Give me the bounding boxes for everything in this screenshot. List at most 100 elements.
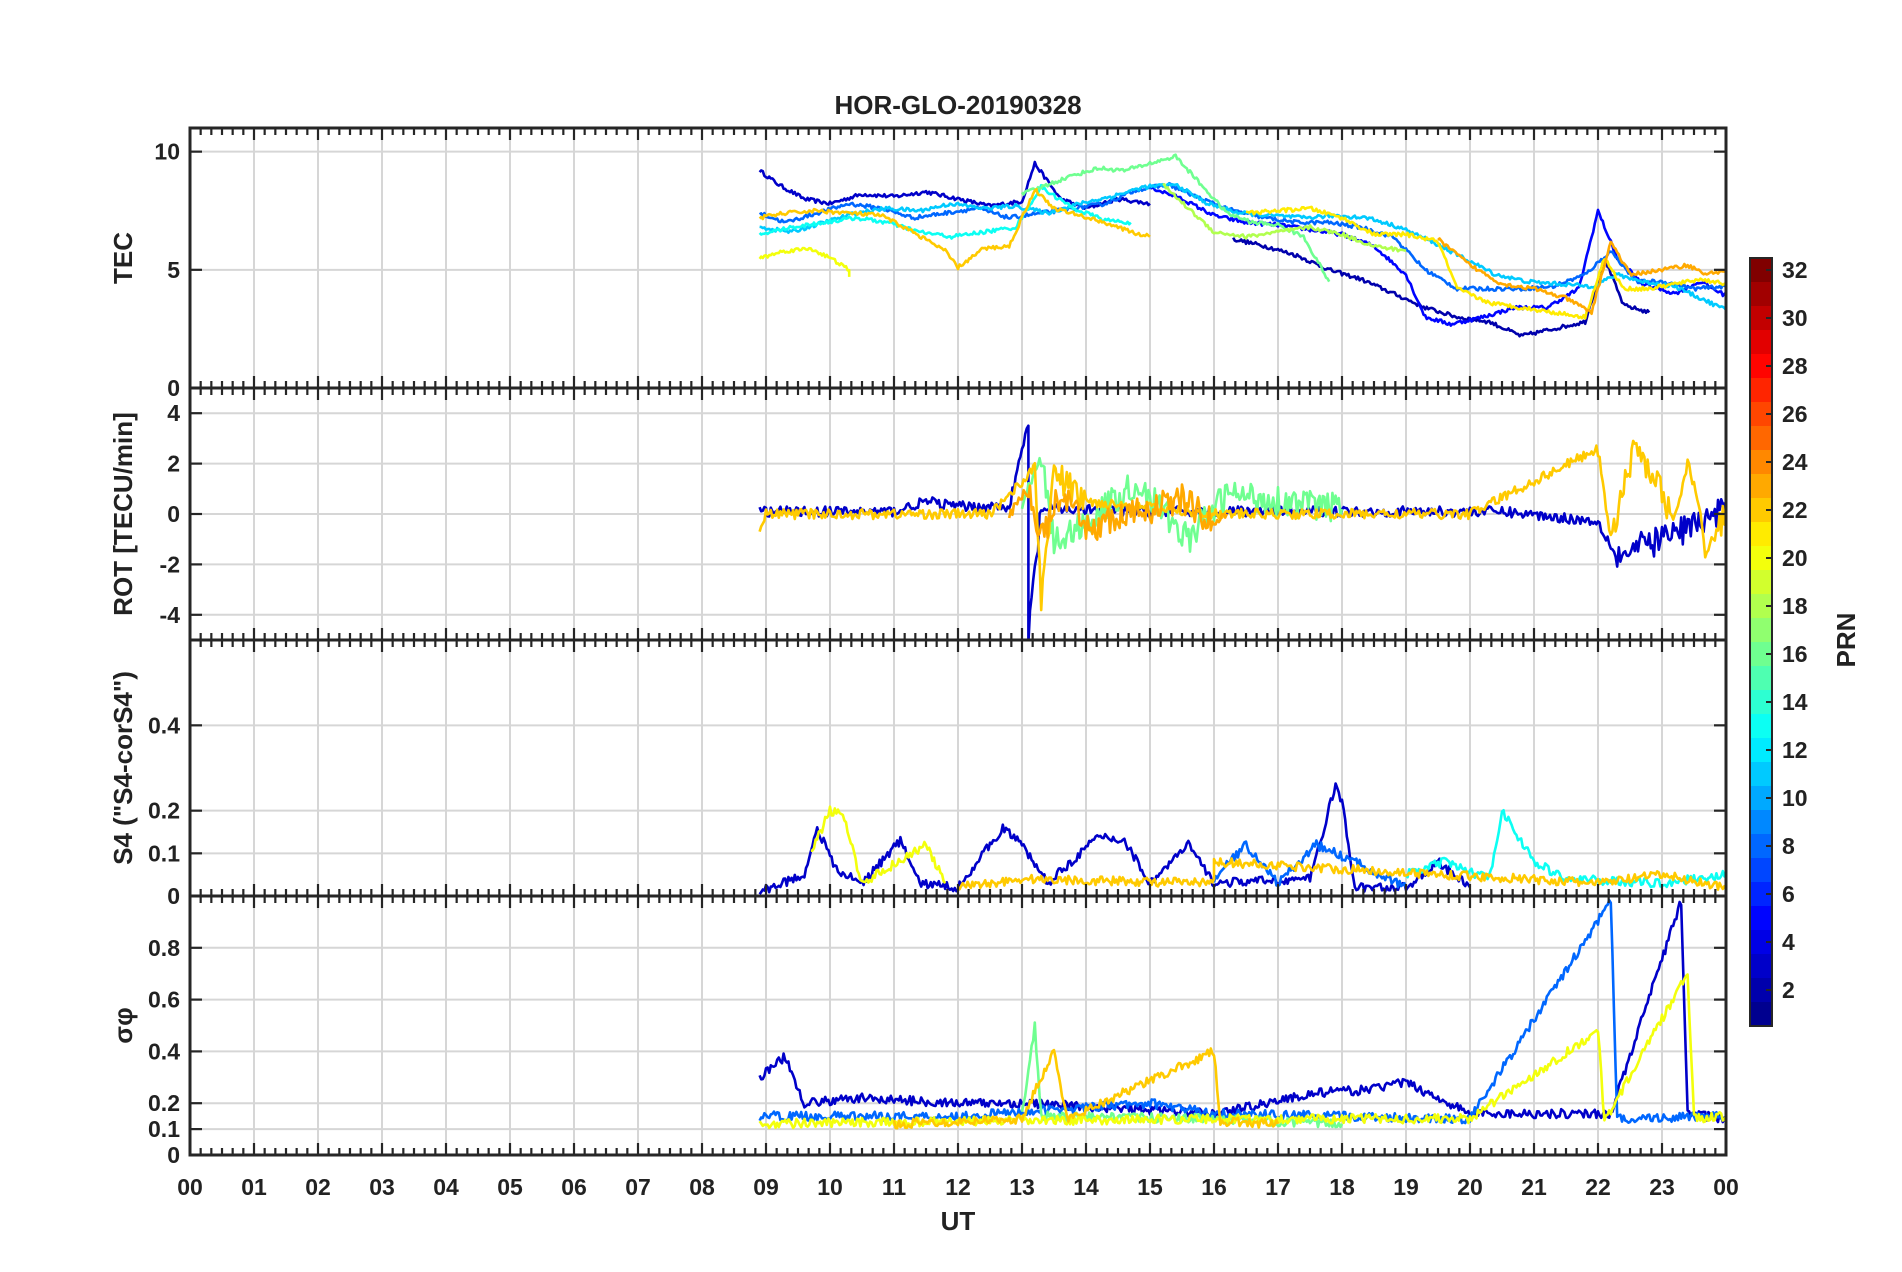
- colorbar-segment: [1750, 906, 1772, 931]
- x-tick-label: 21: [1521, 1174, 1547, 1200]
- colorbar-segment: [1750, 522, 1772, 547]
- panel-rot: -4 -2 0 2 4 ROT [TECU/min]: [108, 386, 1728, 642]
- colorbar-tick-label: 20: [1782, 545, 1808, 571]
- colorbar-tick-label: 10: [1782, 785, 1808, 811]
- panel-sigma-ytick-label: 0: [167, 1142, 180, 1168]
- colorbar-tick-label: 28: [1782, 353, 1808, 379]
- panel-s4-ytick-label: 0.2: [148, 798, 180, 824]
- panel-rot-ticks: [188, 388, 1728, 640]
- x-tick-label: 06: [561, 1174, 587, 1200]
- colorbar-segment: [1750, 450, 1772, 475]
- panel-sigma-frame: [188, 894, 1728, 1157]
- x-tick-label: 13: [1009, 1174, 1035, 1200]
- series-s4-prn-22: [956, 857, 1726, 891]
- panel-tec-series: [758, 153, 1726, 338]
- panel-tec-ytick-label: 5: [167, 257, 180, 283]
- series-tec-prn-13: [758, 183, 1132, 240]
- series-s4-prn-20: [810, 805, 947, 885]
- colorbar: 32 30 28 26 24 22 20 18 16 14 12 10 8 6 4 2: [1749, 257, 1808, 1027]
- panel-rot-ytick-label: -2: [160, 551, 180, 577]
- x-tick-label: 11: [882, 1174, 907, 1200]
- colorbar-segment: [1750, 738, 1772, 763]
- colorbar-segment: [1750, 282, 1772, 307]
- panel-sigma-ytick-label: 0.6: [148, 987, 180, 1013]
- panel-s4-ytick-label: 0: [167, 883, 180, 909]
- colorbar-segment: [1750, 810, 1772, 835]
- panel-s4-ytick-label: 0.1: [148, 840, 180, 866]
- series-tec-prn-16: [1020, 153, 1331, 283]
- series-tec-prn-20: [758, 246, 851, 277]
- series-rot-prn-22: [758, 439, 1726, 612]
- x-tick-label: 17: [1265, 1174, 1291, 1200]
- colorbar-tick-label: 2: [1782, 977, 1795, 1003]
- x-tick-label: 09: [753, 1174, 779, 1200]
- colorbar-tick-label: 16: [1782, 641, 1808, 667]
- colorbar-segment: [1750, 858, 1772, 883]
- panel-tec-ytick-label: 10: [154, 139, 180, 165]
- x-tick-label: 10: [817, 1174, 843, 1200]
- x-tick-label: 15: [1137, 1174, 1163, 1200]
- colorbar-segment: [1750, 258, 1772, 283]
- x-tick-label: 00: [1713, 1174, 1739, 1200]
- series-sigma-prn-22: [892, 1047, 1280, 1130]
- figure-title: HOR-GLO-20190328: [834, 90, 1081, 120]
- colorbar-segment: [1750, 786, 1772, 811]
- colorbar-segment: [1750, 690, 1772, 715]
- series-rot-prn-3: [758, 424, 1726, 640]
- panel-rot-ytick-label: -4: [160, 602, 181, 628]
- series-tec-prn-18: [1162, 183, 1407, 253]
- colorbar-tick-label: 14: [1782, 689, 1808, 715]
- colorbar-segment: [1750, 330, 1772, 355]
- colorbar-tick-label: 12: [1782, 737, 1808, 763]
- colorbar-tick-label: 18: [1782, 593, 1808, 619]
- colorbar-segment: [1750, 546, 1772, 571]
- colorbar-segment: [1750, 954, 1772, 979]
- panel-s4-series: [758, 782, 1726, 895]
- panel-tec-ytick-label: 0: [167, 375, 180, 401]
- x-tick-label: 16: [1201, 1174, 1227, 1200]
- colorbar-segment: [1750, 762, 1772, 787]
- panel-rot-ytick-label: 0: [167, 501, 180, 527]
- colorbar-segment: [1750, 426, 1772, 451]
- panel-rot-ytick-label: 2: [167, 451, 180, 477]
- colorbar-segment: [1750, 642, 1772, 667]
- x-tick-label: 20: [1457, 1174, 1483, 1200]
- panel-tec: 0 5 10 TEC: [108, 126, 1728, 401]
- series-tec-prn-23: [1437, 237, 1726, 316]
- x-tick-label: 03: [369, 1174, 395, 1200]
- x-tick-label: 04: [433, 1174, 459, 1200]
- colorbar-frame: [1749, 257, 1773, 1027]
- series-tec-prn-21: [1245, 205, 1726, 320]
- colorbar-segment: [1750, 834, 1772, 859]
- panel-sigma-ytick-label: 0.1: [148, 1116, 180, 1142]
- colorbar-tick-label: 24: [1782, 449, 1808, 475]
- x-tick-label: 18: [1329, 1174, 1355, 1200]
- colorbar-tick-label: 32: [1782, 257, 1808, 283]
- x-tick-label: 23: [1649, 1174, 1675, 1200]
- panel-sigma: 00.10.2 0.4 0.6 0.8 σφ: [108, 894, 1728, 1168]
- colorbar-segment: [1750, 978, 1772, 1003]
- series-rot-prn-16: [1020, 456, 1344, 555]
- series-sigma-prn-3: [758, 900, 1726, 1124]
- panel-s4: 0 0.1 0.2 0.4 S4 ("S4-corS4"): [108, 638, 1728, 909]
- colorbar-tick-label: 8: [1782, 833, 1795, 859]
- x-tick-label: 07: [625, 1174, 651, 1200]
- colorbar-segment: [1750, 666, 1772, 691]
- colorbar-segment: [1750, 570, 1772, 595]
- x-tick-label: 14: [1073, 1174, 1099, 1200]
- x-tick-label: 19: [1393, 1174, 1419, 1200]
- colorbar-segment: [1750, 354, 1772, 379]
- series-tec-prn-2: [1232, 236, 1651, 338]
- colorbar-tick-label: 26: [1782, 401, 1808, 427]
- x-tick-label: 12: [945, 1174, 971, 1200]
- colorbar-tick-label: 6: [1782, 881, 1795, 907]
- panel-rot-ytick-label: 4: [167, 400, 180, 426]
- x-tick-label: 08: [689, 1174, 715, 1200]
- series-tec-prn-11: [759, 182, 1726, 311]
- panel-s4-ytick-label: 0.4: [148, 712, 180, 738]
- panel-sigma-ylabel: σφ: [108, 1007, 138, 1043]
- panel-s4-ylabel: S4 ("S4-corS4"): [108, 671, 138, 865]
- x-tick-label: 01: [241, 1174, 267, 1200]
